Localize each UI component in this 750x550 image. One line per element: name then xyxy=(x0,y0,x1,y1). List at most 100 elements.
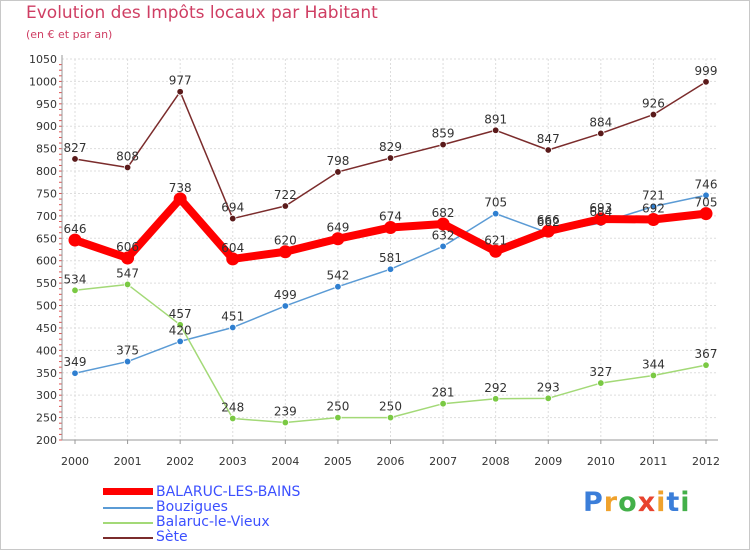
logo-letter: x xyxy=(637,487,657,518)
legend-label-sete: Sète xyxy=(156,529,188,545)
data-point xyxy=(173,192,187,206)
data-point xyxy=(594,212,608,226)
y-tick-label: 550 xyxy=(36,277,57,290)
x-tick-label: 2007 xyxy=(429,455,457,468)
data-point xyxy=(281,202,290,210)
data-label: 248 xyxy=(221,400,244,414)
y-tick-label: 500 xyxy=(36,300,57,313)
data-point xyxy=(491,395,500,403)
data-point xyxy=(702,191,710,199)
data-label: 292 xyxy=(484,381,507,395)
data-label: 581 xyxy=(379,251,402,265)
data-label: 281 xyxy=(432,386,455,400)
legend-swatch-sete xyxy=(103,537,153,539)
data-labels: 646 606 738 604 620 649 674 682 621 666 693 692 705 3… xyxy=(64,64,718,419)
data-point xyxy=(281,302,290,310)
chart-title: Evolution des Impôts locaux par Habitant xyxy=(26,3,378,23)
data-label: 250 xyxy=(326,400,349,414)
data-point xyxy=(702,361,710,369)
data-label: 999 xyxy=(695,64,718,78)
x-tick-label: 2005 xyxy=(324,455,352,468)
y-tick-label: 350 xyxy=(36,367,57,380)
data-point xyxy=(386,154,395,162)
data-point xyxy=(71,369,79,377)
data-label: 746 xyxy=(695,177,718,191)
y-tick-label: 300 xyxy=(36,389,57,402)
y-tick-label: 900 xyxy=(36,120,57,133)
x-tick-label: 2001 xyxy=(114,455,142,468)
data-label: 499 xyxy=(274,288,297,302)
data-point xyxy=(386,413,395,422)
y-tick-label: 650 xyxy=(36,232,57,245)
data-label: 375 xyxy=(116,344,139,358)
data-point xyxy=(544,146,552,154)
data-label: 693 xyxy=(589,201,612,215)
data-label: 829 xyxy=(379,140,402,154)
data-label: 721 xyxy=(642,188,665,202)
y-tick-labels: 200 250 300 350 400 450 500 550 600 650 700 750 800 8… xyxy=(29,53,57,447)
x-tick-label: 2012 xyxy=(692,455,720,468)
data-label: 722 xyxy=(274,188,297,202)
y-tick-label: 1050 xyxy=(29,53,57,66)
data-point xyxy=(71,286,79,294)
data-point xyxy=(176,321,184,329)
data-label: 662 xyxy=(537,215,560,229)
x-tick-label: 2011 xyxy=(639,455,667,468)
logo-letter: r xyxy=(603,487,619,518)
data-point xyxy=(439,399,447,408)
y-tick-label: 250 xyxy=(36,412,57,425)
data-label: 884 xyxy=(589,115,612,129)
data-label: 621 xyxy=(484,233,507,247)
grid-lines xyxy=(62,58,718,441)
data-point xyxy=(71,155,79,163)
data-point xyxy=(121,251,135,265)
data-label: 926 xyxy=(642,97,665,111)
data-label: 705 xyxy=(484,196,507,210)
y-tick-label: 850 xyxy=(36,143,57,156)
data-label: 457 xyxy=(169,307,192,321)
data-label: 250 xyxy=(379,400,402,414)
data-label: 649 xyxy=(326,221,349,235)
x-tick-labels: 2000 2001 2002 2003 2004 2005 2006 2007 2008 2009… xyxy=(61,455,720,468)
data-point xyxy=(334,283,342,291)
data-point xyxy=(702,78,710,86)
x-tick-label: 2009 xyxy=(534,455,562,468)
data-point xyxy=(334,413,342,422)
data-point xyxy=(649,202,658,211)
data-label: 646 xyxy=(64,222,87,236)
data-point xyxy=(123,163,132,172)
legend-swatch-balaruc-les-bains xyxy=(103,488,153,495)
data-point xyxy=(491,126,500,134)
y-tick-label: 700 xyxy=(36,210,57,223)
data-point xyxy=(489,244,503,258)
data-point xyxy=(123,280,132,289)
data-point xyxy=(331,232,345,246)
data-point xyxy=(229,323,237,332)
data-point xyxy=(176,88,184,96)
data-point xyxy=(649,110,658,119)
legend-label-balaruc-le-vieux: Balaruc-le-Vieux xyxy=(156,514,270,530)
data-label: 666 xyxy=(537,213,560,227)
x-tick-label: 2004 xyxy=(271,455,299,468)
data-label: 694 xyxy=(221,201,244,215)
data-label: 682 xyxy=(432,206,455,220)
legend-label-balaruc-les-bains: BALARUC-LES-BAINS xyxy=(156,484,301,500)
logo-letter: t xyxy=(666,487,681,518)
data-point xyxy=(384,221,397,235)
data-point xyxy=(386,265,395,273)
data-label: 451 xyxy=(221,309,244,323)
data-label: 859 xyxy=(432,127,455,141)
data-point xyxy=(541,224,555,238)
data-label: 349 xyxy=(64,355,87,369)
data-label: 977 xyxy=(169,74,192,88)
legend-label-bouzigues: Bouzigues xyxy=(156,499,228,515)
data-point xyxy=(439,140,447,149)
data-label: 827 xyxy=(64,141,87,155)
y-tick-label: 950 xyxy=(36,98,57,111)
data-label: 420 xyxy=(169,323,192,337)
data-label: 620 xyxy=(274,234,297,248)
y-tick-label: 400 xyxy=(36,344,57,357)
data-label: 684 xyxy=(589,205,612,219)
logo-letter: P xyxy=(583,487,604,518)
y-tick-label: 800 xyxy=(36,165,57,178)
